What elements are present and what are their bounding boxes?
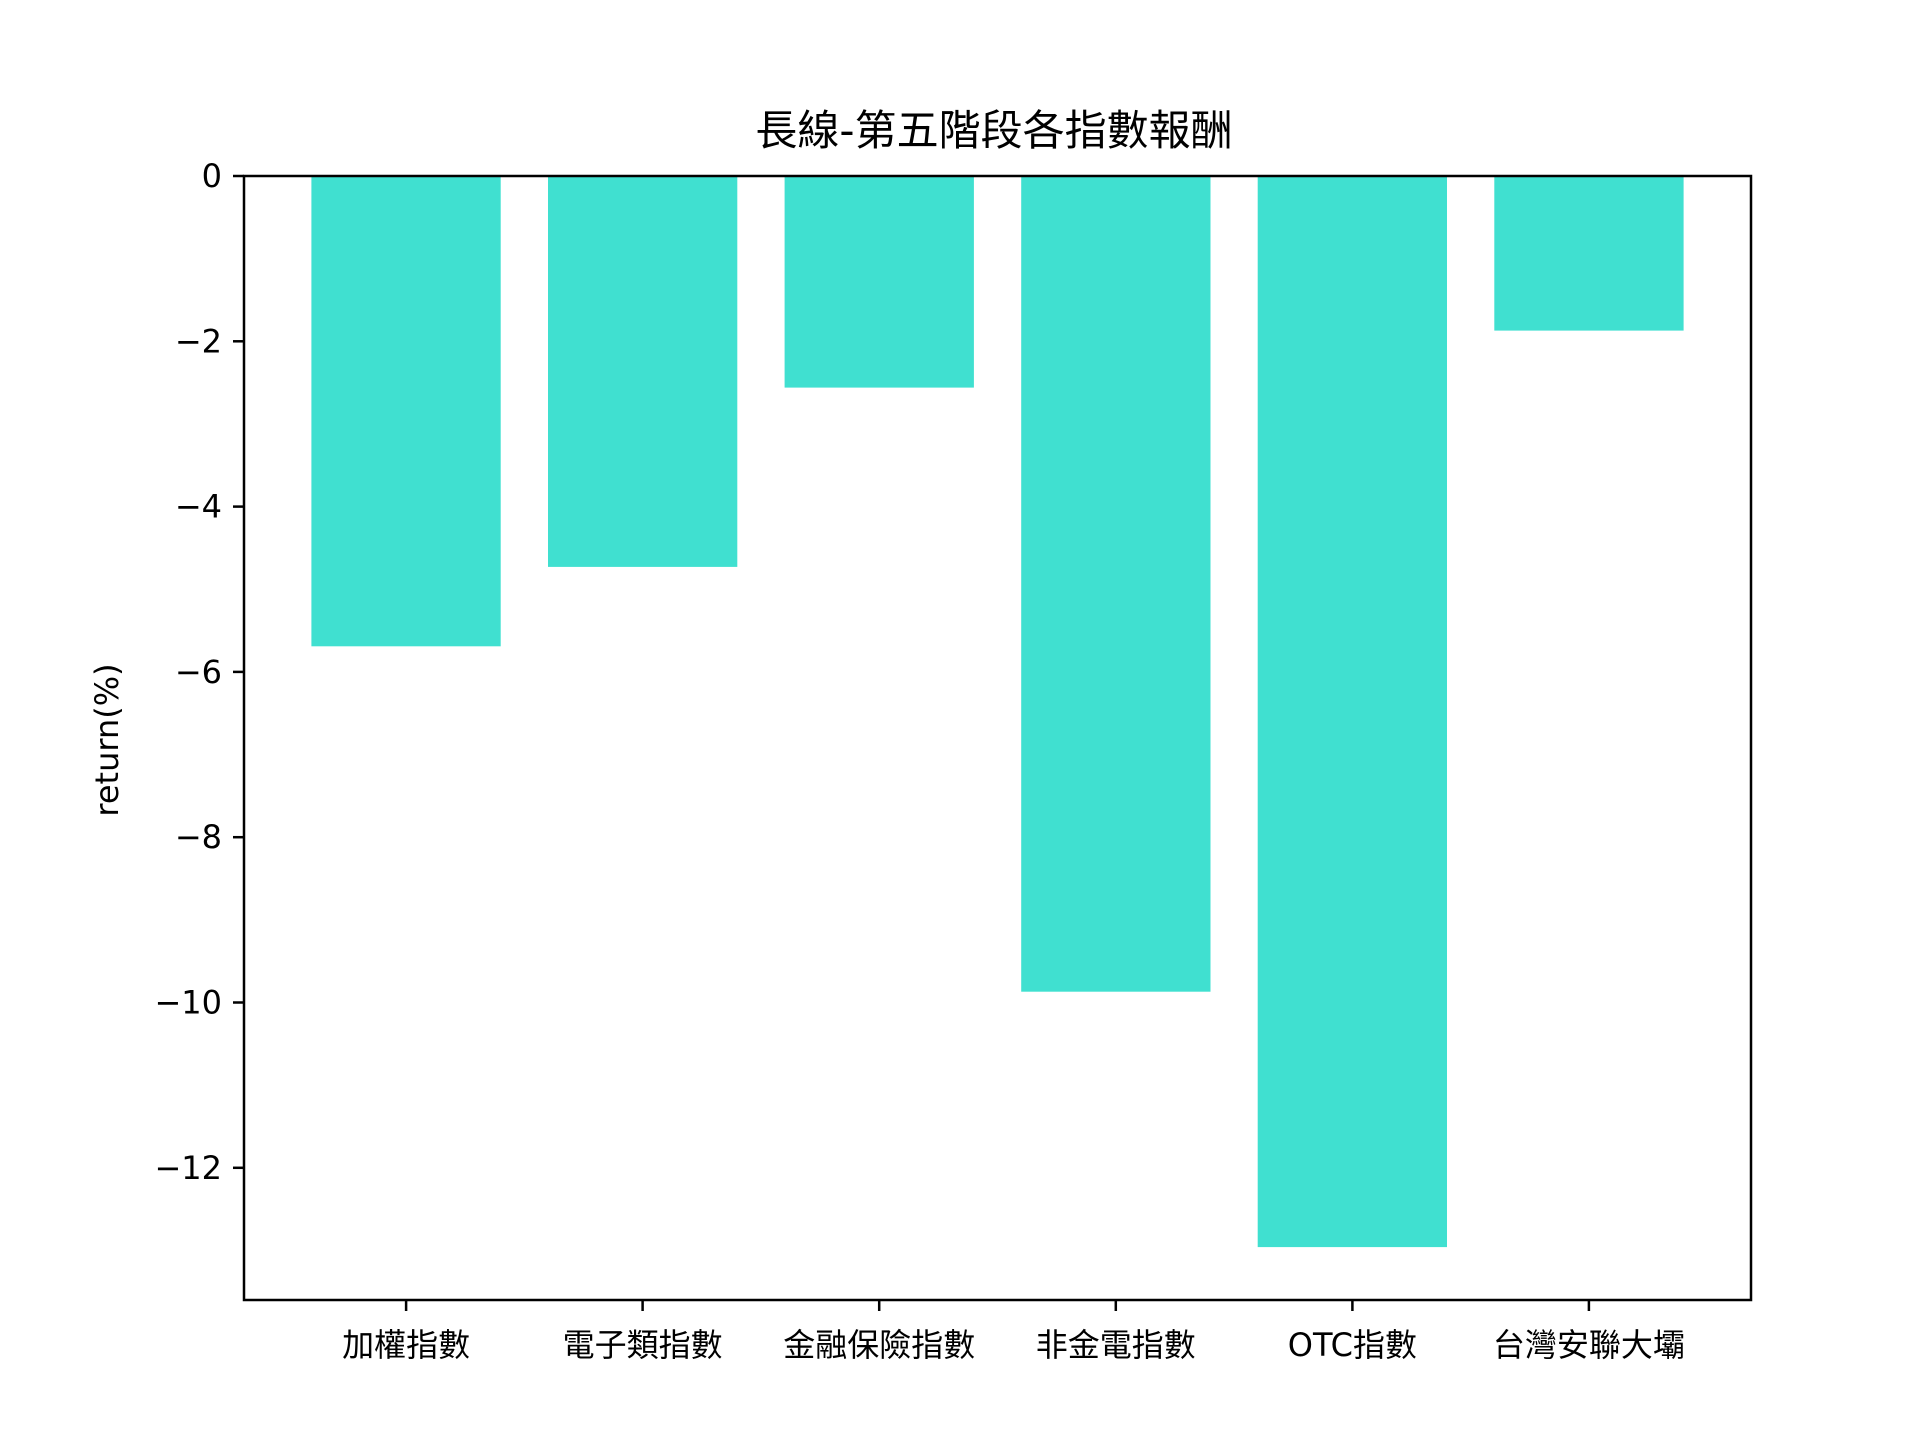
bar-6	[1494, 176, 1684, 331]
y-tick-label: −6	[175, 653, 222, 691]
x-tick-label: 非金電指數	[1036, 1326, 1196, 1364]
bar-5	[1257, 176, 1447, 1248]
x-tick-label: 台灣安聯大壩	[1493, 1326, 1685, 1364]
y-tick-label: −4	[175, 488, 222, 526]
bar-3	[784, 176, 974, 388]
x-axis-ticks: 加權指數 電子類指數 金融保險指數 非金電指數 OTC指數 台灣安聯大壩	[342, 1300, 1685, 1364]
bar-2	[548, 176, 738, 567]
x-tick-label: 電子類指數	[563, 1326, 723, 1364]
y-tick-label: 0	[202, 157, 222, 195]
bars-group	[311, 176, 1684, 1248]
y-axis-ticks: 0 −2 −4 −6 −8 −10 −12	[154, 157, 244, 1187]
y-tick-label: −2	[175, 322, 222, 360]
y-tick-label: −8	[175, 818, 222, 856]
y-tick-label: −12	[154, 1149, 222, 1187]
x-tick-label: 金融保險指數	[783, 1326, 975, 1364]
chart-title: 長線-第五階段各指數報酬	[755, 106, 1232, 155]
plot-area-frame	[242, 174, 1753, 1302]
x-tick-label: OTC指數	[1288, 1326, 1417, 1364]
x-tick-label: 加權指數	[342, 1326, 470, 1364]
bar-1	[311, 176, 501, 647]
bar-4	[1021, 176, 1211, 992]
y-tick-label: −10	[154, 984, 222, 1022]
y-axis-label: return(%)	[88, 663, 126, 816]
